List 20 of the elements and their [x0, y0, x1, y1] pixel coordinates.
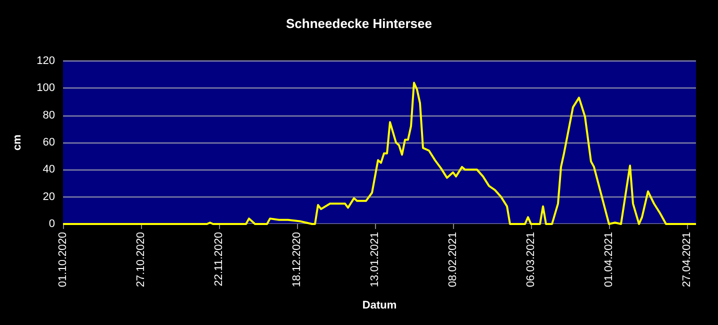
line-series [62, 82, 697, 225]
x-tick-label: 06.03.2021 [525, 232, 537, 288]
x-tick-label: 01.10.2020 [57, 232, 69, 288]
x-tick-label: 27.10.2020 [135, 232, 147, 288]
y-tick-label: 120 [36, 55, 55, 67]
x-axis-title: Datum [362, 300, 397, 312]
y-tick-label: 60 [42, 136, 55, 148]
x-tick-label: 08.02.2021 [447, 232, 459, 288]
y-tick-label: 40 [42, 164, 55, 176]
y-tick-label: 80 [42, 109, 55, 122]
x-tick-label: 22.11.2020 [213, 232, 225, 286]
chart-title: Schneedecke Hintersee [286, 16, 432, 31]
x-tick-label: 01.04.2021 [603, 232, 615, 288]
y-tick-label: 20 [42, 190, 55, 203]
x-tick-label: 18.12.2020 [291, 232, 303, 288]
y-tick-label: 100 [36, 82, 55, 94]
x-tick-label: 13.01.2021 [369, 232, 381, 288]
x-tick-label: 27.04.2021 [681, 232, 693, 288]
y-tick-label: 0 [48, 218, 55, 230]
y-axis-title: cm [12, 134, 24, 150]
